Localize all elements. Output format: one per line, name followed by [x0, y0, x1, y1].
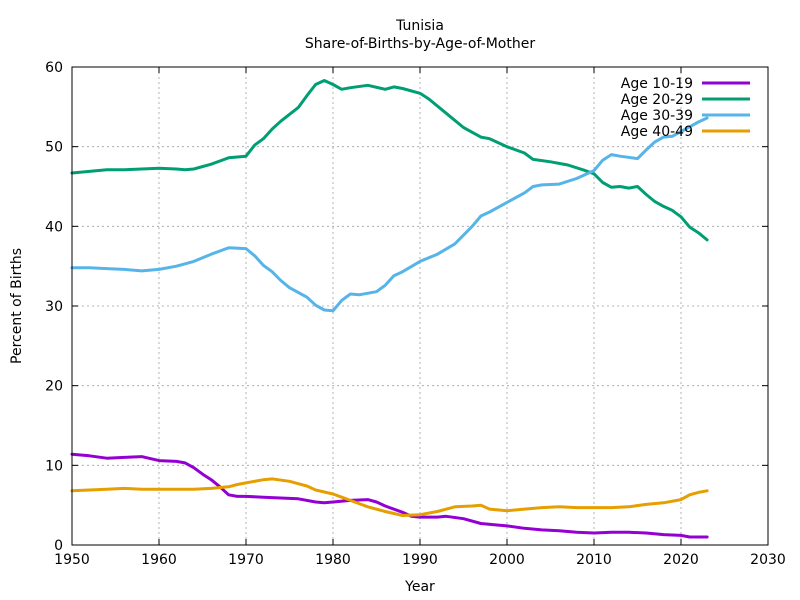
- axis-ticks: 1950 1960 1970 1980 1990 2000 2010 2020 20300102…: [45, 60, 786, 568]
- series-line-age-30-39: [70, 116, 709, 313]
- y-tick-label: 50: [45, 140, 63, 156]
- x-tick-label: 2020: [663, 552, 699, 568]
- series-line-age-20-29: [70, 79, 709, 242]
- series-line-age-40-49: [70, 477, 709, 517]
- chart-subtitle: Share-of-Births-by-Age-of-Mother: [305, 36, 535, 52]
- x-tick-label: 1950: [54, 552, 90, 568]
- x-tick-label: 1960: [141, 552, 177, 568]
- y-tick-label: 30: [45, 299, 63, 315]
- x-tick-label: 1990: [402, 552, 438, 568]
- x-tick-label: 1980: [315, 552, 351, 568]
- y-tick-label: 40: [45, 219, 63, 235]
- y-tick-label: 0: [54, 538, 63, 554]
- series-line-age-10-19: [70, 452, 709, 539]
- series-layer: [70, 79, 709, 539]
- x-tick-label: 1970: [228, 552, 264, 568]
- y-tick-label: 60: [45, 60, 63, 76]
- x-tick-label: 2030: [750, 552, 786, 568]
- chart-title: Tunisia: [395, 18, 444, 34]
- legend-label-age-20-29: Age 20-29: [621, 92, 693, 108]
- x-axis-label: Year: [404, 579, 435, 595]
- y-axis-label: Percent of Births: [9, 248, 25, 364]
- legend-label-age-10-19: Age 10-19: [621, 76, 693, 92]
- y-tick-label: 10: [45, 458, 63, 474]
- x-tick-label: 2010: [576, 552, 612, 568]
- x-tick-label: 2000: [489, 552, 525, 568]
- legend-label-age-30-39: Age 30-39: [621, 108, 693, 124]
- y-tick-label: 20: [45, 379, 63, 395]
- legend-label-age-40-49: Age 40-49: [621, 124, 693, 140]
